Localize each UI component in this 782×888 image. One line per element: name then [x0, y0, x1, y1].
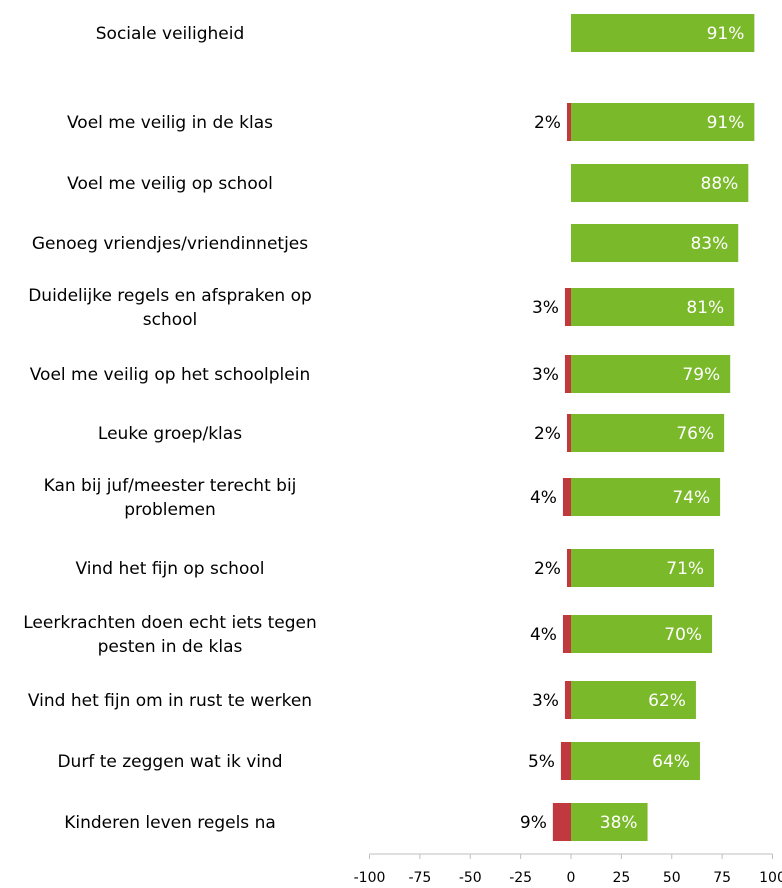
- category-label: Durf te zeggen wat ik vind: [57, 752, 282, 772]
- x-axis-tick-label: 0: [567, 870, 576, 886]
- positive-data-label: 91%: [707, 113, 745, 133]
- negative-bar: [566, 103, 571, 141]
- positive-data-label: 62%: [648, 691, 686, 711]
- positive-bar: [571, 615, 713, 653]
- negative-bar: [566, 414, 571, 452]
- positive-bar: [571, 14, 755, 52]
- category-label: Leuke groep/klas: [98, 424, 242, 444]
- positive-data-label: 71%: [666, 559, 704, 579]
- category-label: Kan bij juf/meester terecht bij problemen: [44, 476, 297, 520]
- positive-bar: [571, 288, 735, 326]
- positive-data-label: 76%: [676, 424, 714, 444]
- category-label: Kinderen leven regels na: [64, 813, 276, 833]
- category-label: Duidelijke regels en afspraken op school: [28, 286, 312, 330]
- negative-bar: [566, 549, 571, 587]
- x-axis-tick-label: -100: [354, 870, 386, 886]
- x-axis-tick-label: -25: [509, 870, 532, 886]
- positive-bar: [571, 681, 696, 719]
- positive-bar: [571, 224, 739, 262]
- positive-bar: [571, 549, 715, 587]
- positive-bar: [571, 103, 755, 141]
- negative-data-label: 4%: [530, 625, 557, 645]
- negative-data-label: 2%: [534, 424, 561, 444]
- positive-data-label: 38%: [600, 813, 638, 833]
- positive-data-label: 79%: [682, 365, 720, 385]
- negative-data-label: 2%: [534, 113, 561, 133]
- negative-data-label: 9%: [520, 813, 547, 833]
- category-label: Genoeg vriendjes/vriendinnetjes: [32, 234, 308, 254]
- x-axis-tick-label: 50: [663, 870, 681, 886]
- negative-bar: [562, 615, 571, 653]
- positive-bar: [571, 164, 749, 202]
- negative-bar: [564, 355, 571, 393]
- positive-data-label: 70%: [664, 625, 702, 645]
- negative-bar: [560, 742, 571, 780]
- x-axis-tick-label: 75: [713, 870, 731, 886]
- negative-data-label: 5%: [528, 752, 555, 772]
- category-label: Voel me veilig in de klas: [67, 113, 273, 133]
- positive-data-label: 91%: [707, 24, 745, 44]
- positive-bar: [571, 742, 700, 780]
- negative-data-label: 4%: [530, 488, 557, 508]
- positive-data-label: 74%: [672, 488, 710, 508]
- negative-data-label: 3%: [532, 365, 559, 385]
- x-axis-tick-label: -75: [408, 870, 431, 886]
- negative-bar: [562, 478, 571, 516]
- positive-bar: [571, 478, 721, 516]
- positive-bar: [571, 355, 731, 393]
- negative-data-label: 3%: [532, 298, 559, 318]
- category-label: Vind het fijn om in rust te werken: [28, 691, 312, 711]
- positive-data-label: 81%: [686, 298, 724, 318]
- category-label: Leerkrachten doen echt iets tegen pesten …: [23, 613, 317, 657]
- negative-data-label: 2%: [534, 559, 561, 579]
- category-label: Voel me veilig op het schoolplein: [30, 365, 310, 385]
- positive-data-label: 83%: [690, 234, 728, 254]
- category-label: Voel me veilig op school: [67, 174, 273, 194]
- positive-bar: [571, 803, 648, 841]
- x-axis-tick-label: 100: [759, 870, 782, 886]
- positive-data-label: 88%: [701, 174, 739, 194]
- x-axis-tick-label: 25: [612, 870, 630, 886]
- category-label: Vind het fijn op school: [76, 559, 265, 579]
- category-label: Sociale veiligheid: [96, 24, 245, 44]
- positive-bar: [571, 414, 725, 452]
- negative-bar: [564, 288, 571, 326]
- x-axis-tick-label: -50: [459, 870, 482, 886]
- negative-bar: [552, 803, 571, 841]
- positive-data-label: 64%: [652, 752, 690, 772]
- negative-data-label: 3%: [532, 691, 559, 711]
- negative-bar: [564, 681, 571, 719]
